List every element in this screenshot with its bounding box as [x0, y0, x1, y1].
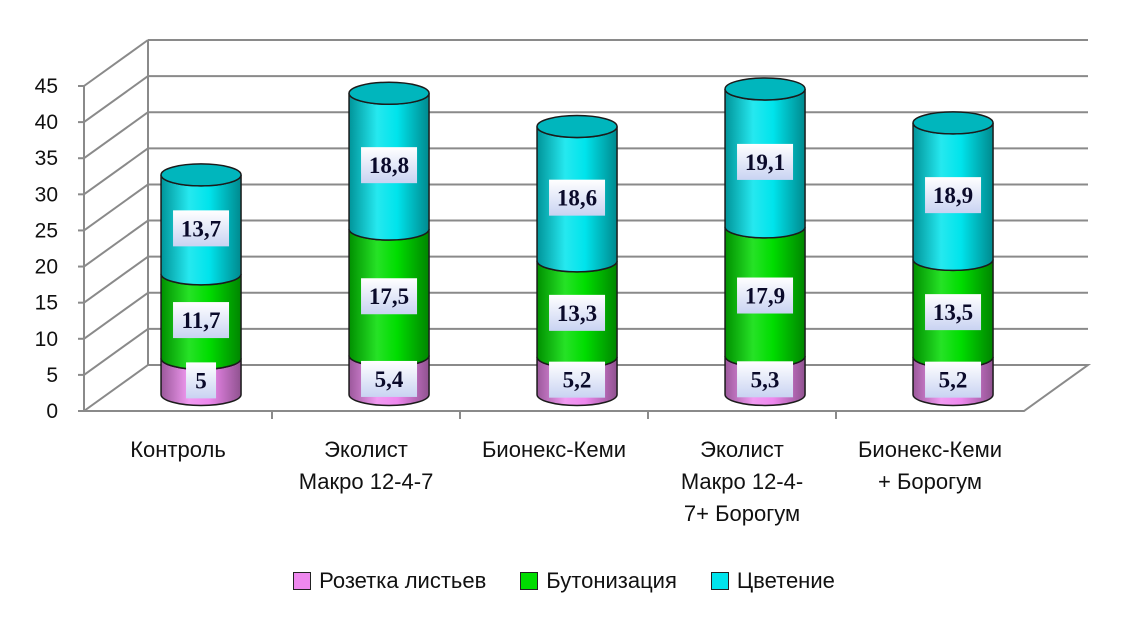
data-label: 18,6: [557, 186, 597, 211]
gridline-side: [83, 147, 149, 196]
data-label: 5,2: [563, 368, 592, 393]
data-label: 11,7: [182, 308, 221, 333]
data-label-box: [925, 294, 982, 331]
data-label-box: [737, 361, 794, 398]
bar-cap: [724, 77, 806, 101]
gridline-side: [83, 291, 149, 340]
data-label-box: [173, 302, 230, 339]
legend-item-budding: Бутонизация: [520, 568, 677, 594]
x-tick-label: Макро 12-4-: [681, 469, 803, 494]
chart-legend: Розетка листьев Бутонизация Цветение: [0, 568, 1128, 594]
data-label: 17,5: [369, 284, 409, 309]
x-tick-label: Бионекс-Кеми: [482, 437, 626, 462]
y-tick-label: 10: [35, 328, 58, 351]
data-label: 18,9: [933, 183, 973, 208]
data-label: 5,2: [939, 368, 968, 393]
data-label-box: [361, 278, 418, 315]
data-label-box: [549, 294, 606, 331]
legend-label-flowering: Цветение: [736, 568, 835, 593]
bar-cap: [912, 111, 994, 135]
legend-swatch-flowering: [710, 572, 729, 590]
data-label: 19,1: [745, 150, 785, 175]
data-label-box: [925, 177, 982, 214]
stacked-cylinder-chart: 0 5 10 15 20 25 30 35 40 45 5 11,7 13,7 Контроль 5,4 17…: [35, 39, 1092, 526]
y-tick-label: 20: [35, 256, 58, 279]
legend-swatch-rosette: [293, 572, 312, 590]
bar-cap: [536, 114, 618, 139]
legend-label-budding: Бутонизация: [546, 568, 677, 593]
y-tick-label: 40: [35, 111, 58, 134]
data-label: 18,8: [369, 153, 409, 178]
data-label: 5: [195, 368, 207, 393]
data-label-box: [173, 210, 230, 247]
data-label: 5,3: [751, 367, 780, 392]
legend-swatch-budding: [520, 572, 539, 590]
gridline-side: [83, 39, 149, 87]
x-tick-label: 7+ Борогум: [684, 501, 800, 526]
gridline-side: [83, 111, 149, 160]
legend-item-flowering: Цветение: [710, 568, 835, 594]
bar-cap: [348, 81, 430, 106]
data-label-box: [361, 147, 418, 184]
data-label: 13,3: [557, 301, 597, 326]
data-label-box: [737, 143, 794, 180]
y-tick-label: 30: [35, 183, 58, 206]
data-label-box: [549, 361, 606, 398]
x-tick-label: Бионекс-Кеми: [858, 437, 1002, 462]
y-tick-label: 35: [35, 147, 58, 170]
gridline-side: [83, 75, 149, 123]
y-tick-label: 15: [35, 292, 58, 315]
data-label: 13,5: [933, 300, 973, 325]
data-label: 13,7: [181, 216, 221, 241]
gridline-side: [83, 219, 149, 268]
y-tick-label: 25: [35, 219, 58, 242]
x-tick-label: Макро 12-4-7: [299, 469, 434, 494]
data-label-box: [186, 362, 217, 399]
gridline-side: [83, 255, 149, 304]
data-label-box: [925, 361, 982, 398]
gridline-side: [83, 328, 149, 376]
data-label-box: [549, 179, 606, 216]
data-label-box: [737, 277, 794, 314]
legend-item-rosette: Розетка листьев: [293, 568, 486, 594]
data-label: 5,4: [375, 367, 404, 392]
bar-cap: [160, 163, 242, 187]
x-tick-label: Контроль: [130, 437, 226, 462]
y-tick-label: 5: [46, 364, 58, 387]
legend-label-rosette: Розетка листьев: [319, 568, 487, 593]
y-tick-label: 45: [35, 75, 58, 98]
data-label: 17,9: [745, 284, 785, 309]
x-tick-label: Эколист: [324, 437, 408, 462]
y-tick-label: 0: [46, 400, 58, 423]
x-tick-label: Эколист: [700, 437, 784, 462]
gridline-side: [83, 183, 149, 232]
data-label-box: [361, 360, 418, 397]
x-tick-label: + Борогум: [878, 469, 982, 494]
